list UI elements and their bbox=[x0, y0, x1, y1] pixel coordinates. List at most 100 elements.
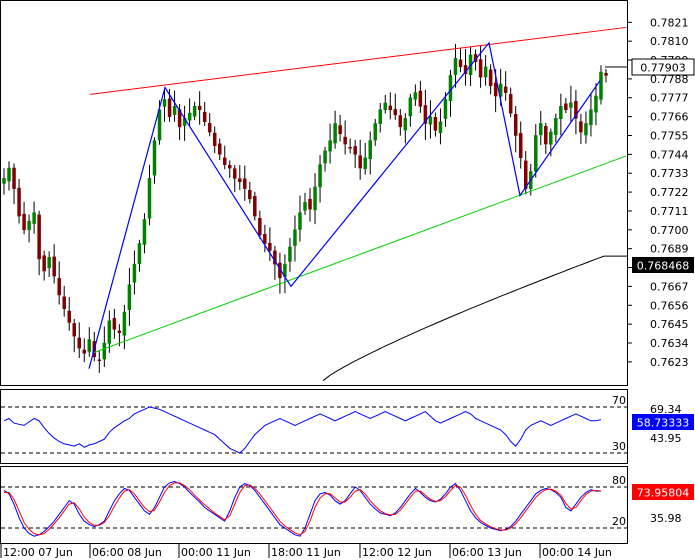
osc2-value-label: 73.95804 bbox=[637, 487, 690, 500]
trendlines bbox=[89, 26, 627, 354]
candle-body bbox=[579, 121, 583, 133]
candle-body bbox=[438, 121, 443, 134]
candle-body bbox=[253, 196, 257, 217]
candle-body bbox=[343, 136, 347, 145]
candle-body bbox=[559, 106, 563, 120]
time-axis: 12:00 07 Jun 06:00 08 Jun 00:00 11 Jun 18:0… bbox=[0, 544, 612, 559]
candle-body bbox=[293, 229, 297, 246]
candle-body bbox=[202, 111, 207, 123]
candle-body bbox=[368, 140, 372, 160]
candle-body bbox=[87, 339, 92, 352]
candle-body bbox=[338, 125, 342, 135]
candle-body bbox=[67, 310, 71, 323]
candle-body bbox=[393, 109, 398, 116]
candle-body bbox=[127, 284, 132, 310]
candle-body bbox=[458, 59, 463, 68]
candle-body bbox=[27, 220, 31, 231]
candle-body bbox=[263, 234, 267, 244]
candle-body bbox=[122, 311, 127, 336]
candle-body bbox=[147, 178, 152, 219]
candle-body bbox=[413, 92, 418, 100]
candle-body bbox=[162, 99, 167, 107]
candle-body bbox=[197, 105, 202, 111]
ma-line bbox=[322, 255, 628, 382]
price-tick-label: 0.7766 bbox=[650, 111, 689, 124]
candle-body bbox=[298, 212, 302, 230]
candle-body bbox=[353, 146, 357, 155]
price-tick-label: 0.7733 bbox=[650, 167, 689, 180]
oscillator-2-panel bbox=[0, 466, 628, 544]
candle-body bbox=[268, 242, 272, 251]
candle-body bbox=[539, 123, 543, 136]
osc2-axis-label: 35.98 bbox=[650, 512, 682, 525]
time-tick-label: 18:00 11 Jun bbox=[271, 546, 341, 559]
moving-average bbox=[322, 255, 628, 382]
candle-body bbox=[2, 178, 6, 184]
candle-body bbox=[599, 71, 603, 100]
osc1-value-box bbox=[632, 414, 694, 430]
candle-body bbox=[7, 167, 11, 182]
candle-body bbox=[212, 132, 217, 147]
candle-body bbox=[42, 255, 46, 272]
price-tick-label: 0.7821 bbox=[650, 16, 689, 29]
price-tick-label: 0.7700 bbox=[650, 224, 689, 237]
candle-body bbox=[604, 72, 608, 76]
price-tick-label: 0.7744 bbox=[650, 148, 689, 161]
candle-body bbox=[132, 263, 137, 283]
candle-body bbox=[418, 90, 423, 107]
candle-body bbox=[488, 69, 493, 86]
price-tick-label: 0.7755 bbox=[650, 129, 689, 142]
candle-body bbox=[373, 123, 377, 141]
price-tick-label: 0.7777 bbox=[650, 92, 689, 105]
candle-body bbox=[62, 296, 66, 309]
price-tick-label: 0.7656 bbox=[650, 299, 689, 312]
candle-body bbox=[508, 94, 513, 114]
osc1-level-70-label: 70 bbox=[612, 394, 626, 407]
candle-body bbox=[363, 157, 367, 170]
candle-body bbox=[493, 82, 498, 97]
candle-body bbox=[554, 118, 558, 136]
time-tick-label: 06:00 13 Jun bbox=[452, 546, 522, 559]
price-tick-label: 0.7623 bbox=[650, 356, 689, 369]
candle-body bbox=[22, 213, 26, 231]
candle-body bbox=[238, 178, 242, 183]
candle-body bbox=[72, 323, 76, 337]
candle-body bbox=[258, 217, 262, 236]
time-tick-label: 12:00 12 Jun bbox=[362, 546, 432, 559]
candle-body bbox=[523, 160, 528, 189]
price-tick-label: 0.7810 bbox=[650, 35, 689, 48]
candle-body bbox=[102, 342, 107, 360]
candle-body bbox=[348, 146, 352, 149]
price-tick-label: 0.7645 bbox=[650, 318, 689, 331]
candle-body bbox=[228, 165, 232, 169]
osc1-axis-label-low: 43.95 bbox=[650, 432, 682, 445]
candle-body bbox=[82, 349, 87, 354]
resistance-trendline bbox=[89, 26, 627, 95]
time-tick-label: 00:00 14 Jun bbox=[542, 546, 612, 559]
candle-body bbox=[403, 118, 408, 131]
zigzag-line bbox=[88, 41, 601, 369]
price-tick-label: 0.7788 bbox=[650, 73, 689, 86]
candle-body bbox=[187, 112, 192, 121]
candle-body bbox=[544, 126, 548, 145]
candle-body bbox=[37, 214, 41, 260]
osc2-level-20-label: 20 bbox=[612, 515, 626, 528]
candle-body bbox=[453, 58, 458, 75]
ma-value-box bbox=[632, 257, 694, 273]
price-tick-label: 0.7667 bbox=[650, 280, 689, 293]
candle-body bbox=[217, 143, 222, 155]
price-tick-label: 0.7634 bbox=[650, 337, 689, 350]
candle-body bbox=[513, 113, 518, 136]
candle-body bbox=[328, 140, 332, 152]
candle-body bbox=[32, 212, 36, 224]
candle-body bbox=[584, 123, 588, 136]
price-tick-label: 0.7722 bbox=[650, 186, 689, 199]
current-price-box bbox=[631, 58, 695, 76]
candle-body bbox=[112, 318, 117, 330]
osc1-axis-label-high: 69.34 bbox=[650, 403, 682, 416]
time-tick-label: 06:00 08 Jun bbox=[92, 546, 162, 559]
candle-body bbox=[534, 135, 538, 172]
candle-body bbox=[137, 243, 142, 264]
candle-body bbox=[152, 140, 157, 176]
candle-body bbox=[358, 155, 362, 169]
